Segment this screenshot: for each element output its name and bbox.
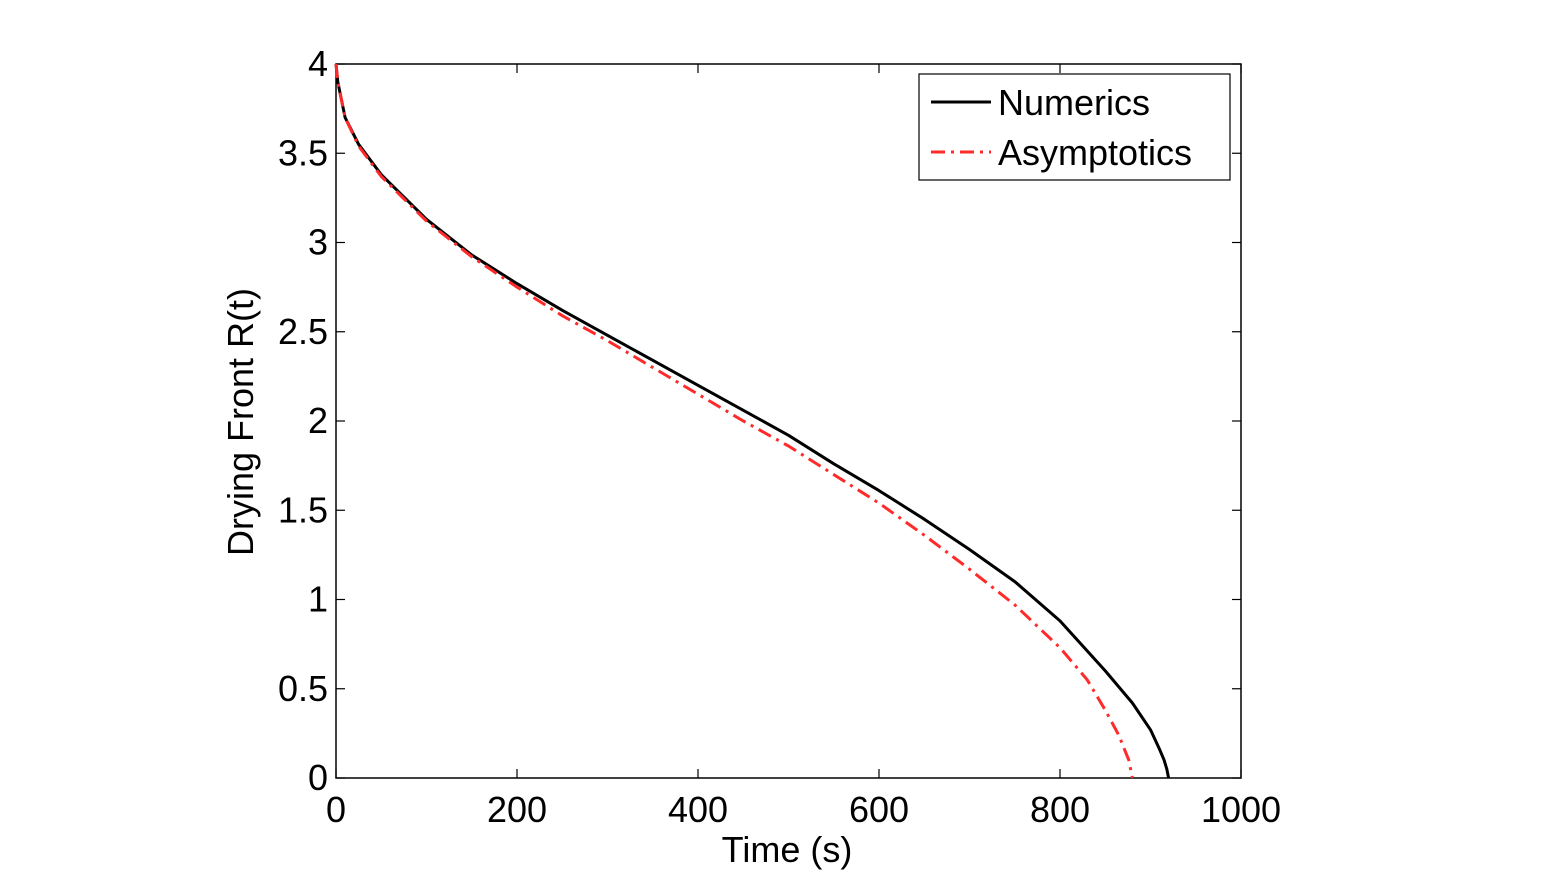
y-tick-label: 2: [308, 400, 328, 441]
x-tick-label: 600: [849, 789, 909, 830]
y-tick-label: 3: [308, 222, 328, 263]
legend: Numerics Asymptotics: [918, 73, 1231, 181]
series-line-numerics: [334, 63, 1171, 779]
x-tick-label: 0: [326, 789, 346, 830]
y-tick-label: 1.5: [278, 489, 328, 530]
legend-box: [918, 73, 1231, 181]
legend-label-asymptotics: Asymptotics: [998, 132, 1192, 173]
x-axis-title: Time (s): [722, 829, 853, 870]
y-tick-label: 4: [308, 43, 328, 84]
axis-ticks: 0 200 400 600 800 1000 0 0.5 1 1.5 2 2.5 3 3.5 4: [278, 43, 1281, 830]
y-tick-label: 0.5: [278, 668, 328, 709]
y-tick-label: 3.5: [278, 132, 328, 173]
legend-label-numerics: Numerics: [998, 82, 1150, 123]
x-tick-label: 400: [668, 789, 728, 830]
x-tick-label: 800: [1030, 789, 1090, 830]
y-tick-label: 2.5: [278, 311, 328, 352]
y-tick-label: 0: [308, 757, 328, 798]
y-axis-title: Drying Front R(t): [220, 288, 261, 556]
x-tick-label: 1000: [1201, 789, 1281, 830]
series-line-asymptotics: [334, 63, 1134, 779]
y-tick-label: 1: [308, 579, 328, 620]
x-tick-label: 200: [487, 789, 547, 830]
series-layer: [334, 63, 1171, 779]
